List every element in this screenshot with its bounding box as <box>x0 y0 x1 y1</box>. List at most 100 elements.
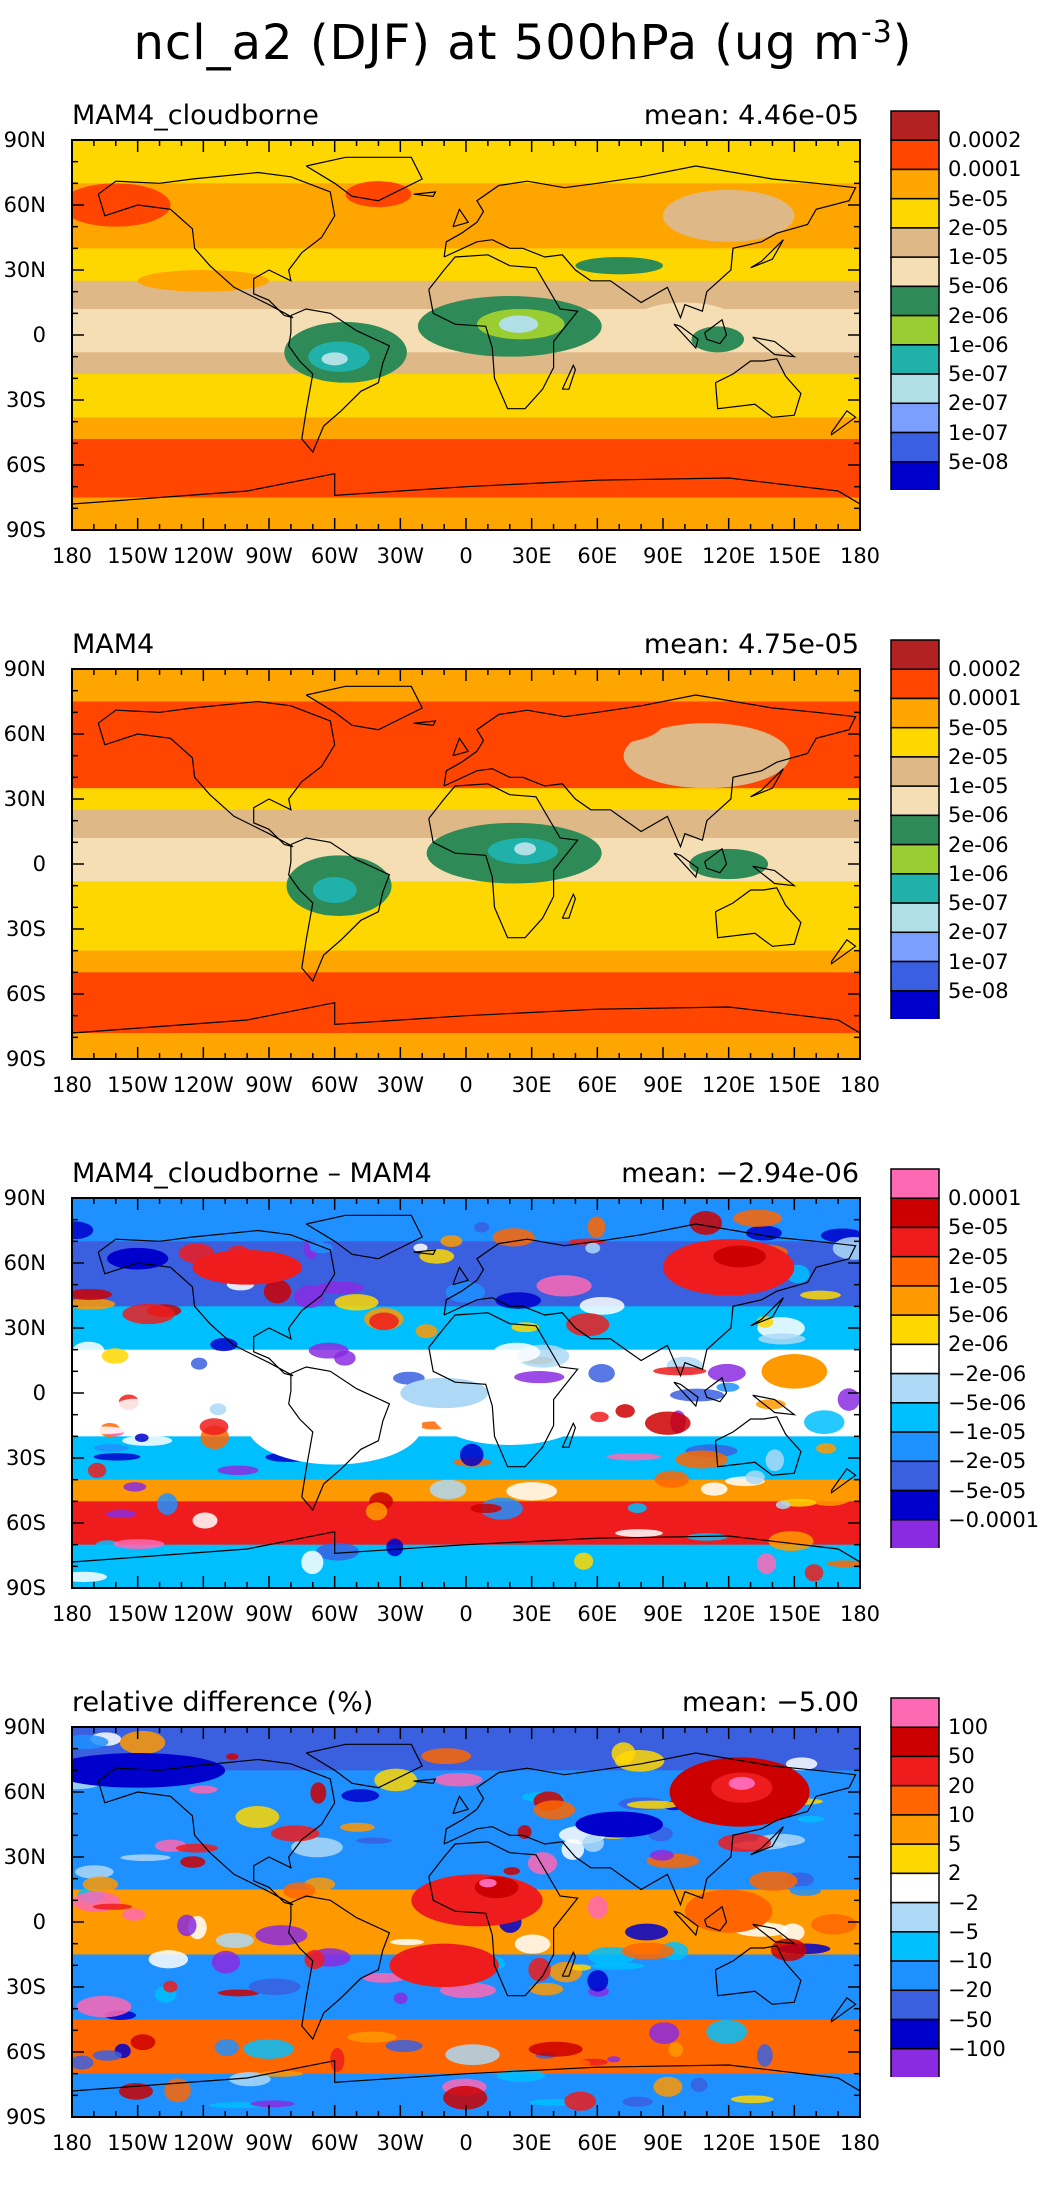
x-tick-label: 150W <box>107 1602 169 1626</box>
y-tick-label: 60N <box>3 1780 46 1804</box>
colorbar-swatch <box>890 1784 940 1816</box>
contour-patch <box>585 1242 601 1254</box>
panel-title: relative difference (%) <box>72 1687 374 1718</box>
coastline <box>288 837 391 983</box>
contour-patch <box>443 2085 488 2110</box>
contour-patch <box>615 1404 635 1418</box>
contour-patch <box>579 1296 625 1315</box>
x-tick-label: 120W <box>172 544 234 568</box>
contour-patch <box>248 1978 301 1996</box>
coastline <box>561 363 577 390</box>
colorbar-swatch <box>890 1255 940 1287</box>
contour-patch <box>263 1279 292 1304</box>
contour-patch <box>694 1559 725 1584</box>
contour-patch <box>270 1553 291 1561</box>
colorbar-swatch <box>890 2048 940 2077</box>
contour-patch <box>93 1453 141 1461</box>
colorbar-swatch <box>890 843 940 875</box>
contour-region <box>400 1377 488 1409</box>
contour-patch <box>775 1500 791 1510</box>
contour-patch <box>654 1470 690 1488</box>
contour-patch <box>624 1923 669 1941</box>
contour-patch <box>514 1934 551 1954</box>
x-tick-label: 180 <box>839 1602 881 1626</box>
contour-patch <box>199 1418 229 1435</box>
colorbar-swatch <box>890 1960 940 1992</box>
colorbar-label: −100 <box>948 2036 1006 2061</box>
contour-patch <box>568 1238 606 1245</box>
coastline <box>413 1249 437 1255</box>
contour-region <box>345 181 412 208</box>
x-tick-label: 150E <box>767 1602 821 1626</box>
colorbar-label: −10 <box>948 1949 993 1974</box>
x-tick-label: 180 <box>839 2131 881 2155</box>
contour-patch <box>649 2022 680 2045</box>
contour-patch <box>615 1529 663 1537</box>
colorbar-swatch <box>890 1697 940 1728</box>
contour-region <box>72 183 171 227</box>
contour-region <box>312 877 357 903</box>
colorbar-label: 1e-05 <box>948 245 1009 270</box>
contour-patch <box>369 1312 399 1331</box>
contour-patch <box>113 1398 156 1419</box>
colorbar-label: 1e-06 <box>948 332 1009 357</box>
contour-patch <box>148 1950 189 1969</box>
y-tick-label: 90S <box>5 518 46 542</box>
colorbar-label: 5e-08 <box>948 978 1009 1003</box>
contour-patch <box>574 1552 594 1570</box>
contour-patch <box>209 2102 264 2109</box>
colorbar-label: 0.0001 <box>948 686 1022 711</box>
colorbar-label: 2e-06 <box>948 303 1009 328</box>
colorbar-label: 5e-07 <box>948 891 1009 916</box>
coastline <box>72 472 860 505</box>
coastline <box>413 191 437 197</box>
contour-patch <box>733 1209 783 1227</box>
x-tick-label: 90W <box>245 544 293 568</box>
coastline <box>673 1910 699 1937</box>
x-tick-label: 90W <box>245 2131 293 2155</box>
colorbar-swatch <box>890 1814 940 1845</box>
colorbar-swatch <box>890 461 940 490</box>
contour-patch <box>130 2034 156 2051</box>
contour-patch <box>339 1822 375 1832</box>
contour-patch <box>717 1833 772 1852</box>
coastline <box>288 308 391 454</box>
colorbar-swatch <box>890 726 940 758</box>
contour-patch <box>217 1989 260 1997</box>
coastline <box>830 1467 857 1494</box>
panel-mean: mean: 4.75e-05 <box>643 629 859 660</box>
contour-patch <box>800 1290 841 1300</box>
colorbar-label: 1e-07 <box>948 949 1009 974</box>
contour-patch <box>745 1470 765 1485</box>
contour-patch <box>445 1281 486 1303</box>
colorbar-label: 5e-05 <box>948 715 1009 740</box>
colorbar-label: −2e-05 <box>948 1449 1027 1474</box>
contour-patch <box>529 1982 564 1996</box>
contour-band <box>72 788 860 811</box>
contour-patch <box>122 1303 175 1325</box>
coastline <box>830 938 857 965</box>
coastline <box>561 1421 577 1448</box>
colorbar-swatch <box>890 168 940 200</box>
coastline <box>428 254 579 410</box>
y-tick-label: 60S <box>5 2040 46 2064</box>
y-tick-label: 30S <box>5 388 46 412</box>
contour-patch <box>816 1443 837 1454</box>
coastline <box>443 694 857 849</box>
contour-patch <box>805 1483 854 1507</box>
colorbar-label: 2 <box>948 1861 962 1886</box>
x-tick-label: 180 <box>51 2131 93 2155</box>
map-plot <box>71 1726 861 2118</box>
contour-patch <box>122 1908 146 1921</box>
x-tick-label: 30W <box>376 1073 425 1097</box>
contour-patch <box>422 1510 478 1524</box>
contour-band <box>72 374 860 418</box>
x-tick-label: 30W <box>376 2131 425 2155</box>
colorbar-label: −50 <box>948 2007 993 2032</box>
coastline <box>443 1752 857 1907</box>
coastline <box>72 1530 860 1563</box>
colorbar-label: 1e-05 <box>948 774 1009 799</box>
contour-patch <box>571 1964 592 1971</box>
colorbar-label: 1e-05 <box>948 1273 1009 1298</box>
contour-patch <box>87 1462 107 1478</box>
